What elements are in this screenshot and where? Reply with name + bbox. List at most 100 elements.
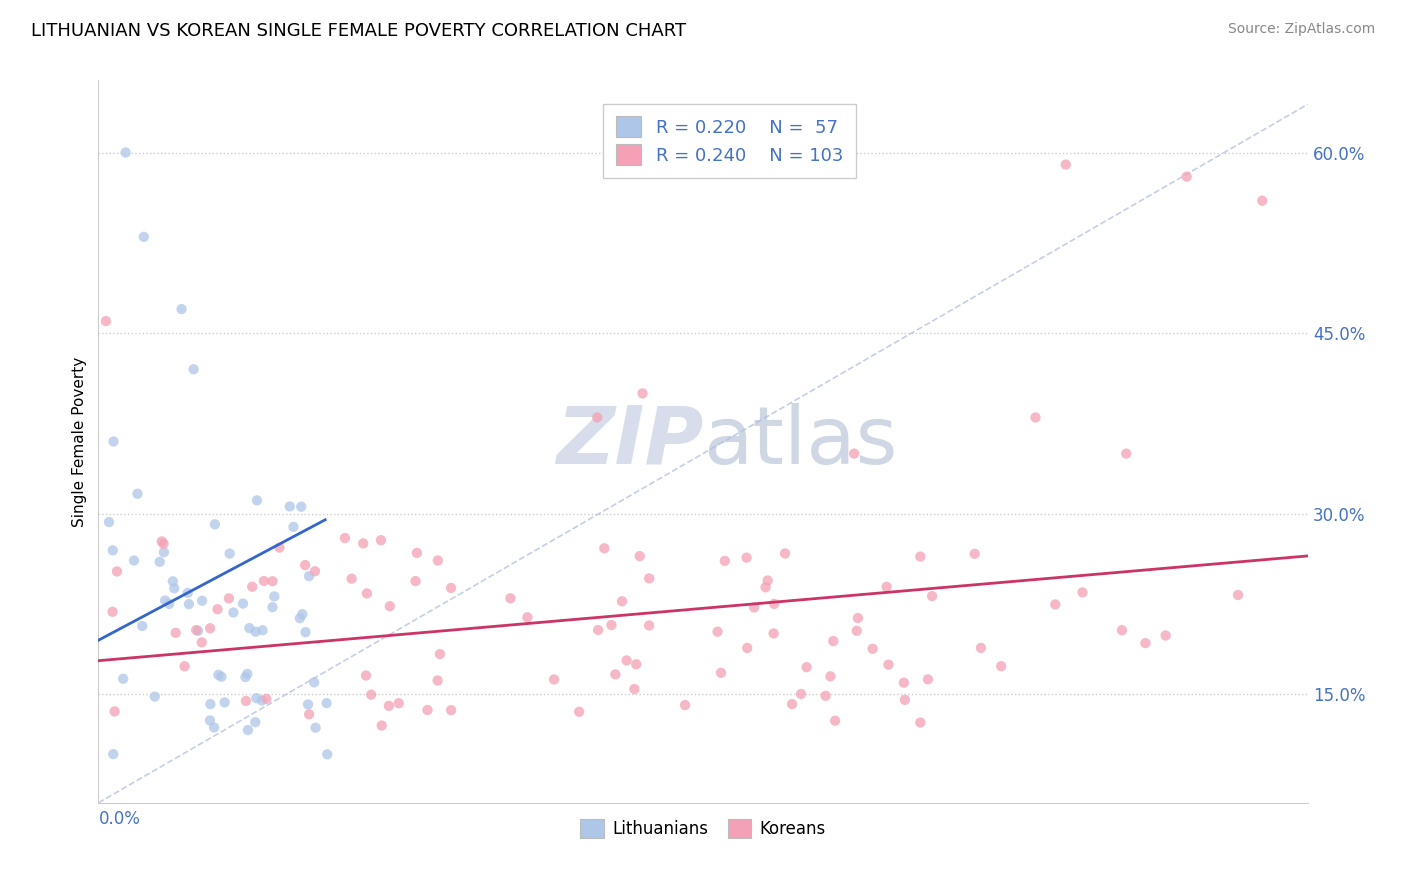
Point [610, 594, 633, 608]
Point [352, 536, 374, 550]
Point [846, 611, 869, 625]
Point [568, 705, 591, 719]
Point [173, 659, 195, 673]
Point [844, 447, 866, 461]
Point [710, 665, 733, 680]
Point [290, 500, 312, 514]
Point [236, 723, 259, 737]
Point [823, 634, 845, 648]
Point [894, 693, 917, 707]
Point [235, 694, 257, 708]
Point [378, 599, 401, 614]
Point [214, 695, 236, 709]
Point [186, 623, 208, 637]
Point [297, 698, 319, 712]
Point [763, 597, 786, 611]
Point [177, 597, 200, 611]
Point [163, 581, 186, 595]
Point [790, 687, 813, 701]
Point [103, 705, 125, 719]
Point [876, 580, 898, 594]
Point [426, 553, 449, 567]
Y-axis label: Single Female Poverty: Single Female Poverty [72, 357, 87, 526]
Text: Source: ZipAtlas.com: Source: ZipAtlas.com [1227, 22, 1375, 37]
Point [586, 623, 609, 637]
Point [187, 624, 209, 638]
Point [1251, 194, 1274, 208]
Point [170, 302, 193, 317]
Point [232, 597, 254, 611]
Point [780, 697, 803, 711]
Point [209, 670, 232, 684]
Point [101, 605, 124, 619]
Point [796, 660, 818, 674]
Point [127, 487, 149, 501]
Point [177, 586, 200, 600]
Text: LITHUANIAN VS KOREAN SINGLE FEMALE POVERTY CORRELATION CHART: LITHUANIAN VS KOREAN SINGLE FEMALE POVER… [31, 22, 686, 40]
Point [628, 549, 651, 563]
Point [149, 555, 172, 569]
Point [713, 554, 735, 568]
Point [773, 546, 796, 560]
Point [103, 747, 125, 761]
Point [207, 668, 229, 682]
Point [183, 362, 205, 376]
Point [735, 640, 758, 655]
Point [673, 698, 696, 712]
Point [218, 547, 240, 561]
Point [990, 659, 1012, 673]
Point [638, 618, 661, 632]
Point [893, 675, 915, 690]
Point [370, 533, 392, 548]
Point [1071, 585, 1094, 599]
Text: 0.0%: 0.0% [98, 810, 141, 828]
Point [191, 593, 214, 607]
Point [1227, 588, 1250, 602]
Point [288, 611, 311, 625]
Point [245, 691, 267, 706]
Point [131, 619, 153, 633]
Point [263, 590, 285, 604]
Point [370, 718, 392, 732]
Point [416, 703, 439, 717]
Point [157, 597, 180, 611]
Point [543, 673, 565, 687]
Point [623, 681, 645, 696]
Point [250, 693, 273, 707]
Point [360, 688, 382, 702]
Point [638, 571, 661, 585]
Point [755, 580, 778, 594]
Point [222, 606, 245, 620]
Point [152, 537, 174, 551]
Point [316, 747, 339, 762]
Point [236, 667, 259, 681]
Point [706, 624, 728, 639]
Point [207, 602, 229, 616]
Legend: Lithuanians, Koreans: Lithuanians, Koreans [574, 813, 832, 845]
Point [153, 593, 176, 607]
Point [1135, 636, 1157, 650]
Point [354, 668, 377, 682]
Point [246, 493, 269, 508]
Point [1024, 410, 1046, 425]
Point [499, 591, 522, 606]
Point [586, 410, 609, 425]
Point [1054, 158, 1077, 172]
Point [294, 558, 316, 573]
Point [97, 515, 120, 529]
Point [202, 721, 225, 735]
Point [735, 550, 758, 565]
Point [910, 549, 932, 564]
Point [105, 565, 128, 579]
Point [631, 386, 654, 401]
Text: atlas: atlas [703, 402, 897, 481]
Point [302, 675, 325, 690]
Point [378, 698, 401, 713]
Point [253, 574, 276, 588]
Point [94, 314, 117, 328]
Point [845, 624, 868, 638]
Point [340, 572, 363, 586]
Point [742, 600, 765, 615]
Point [254, 691, 277, 706]
Point [143, 690, 166, 704]
